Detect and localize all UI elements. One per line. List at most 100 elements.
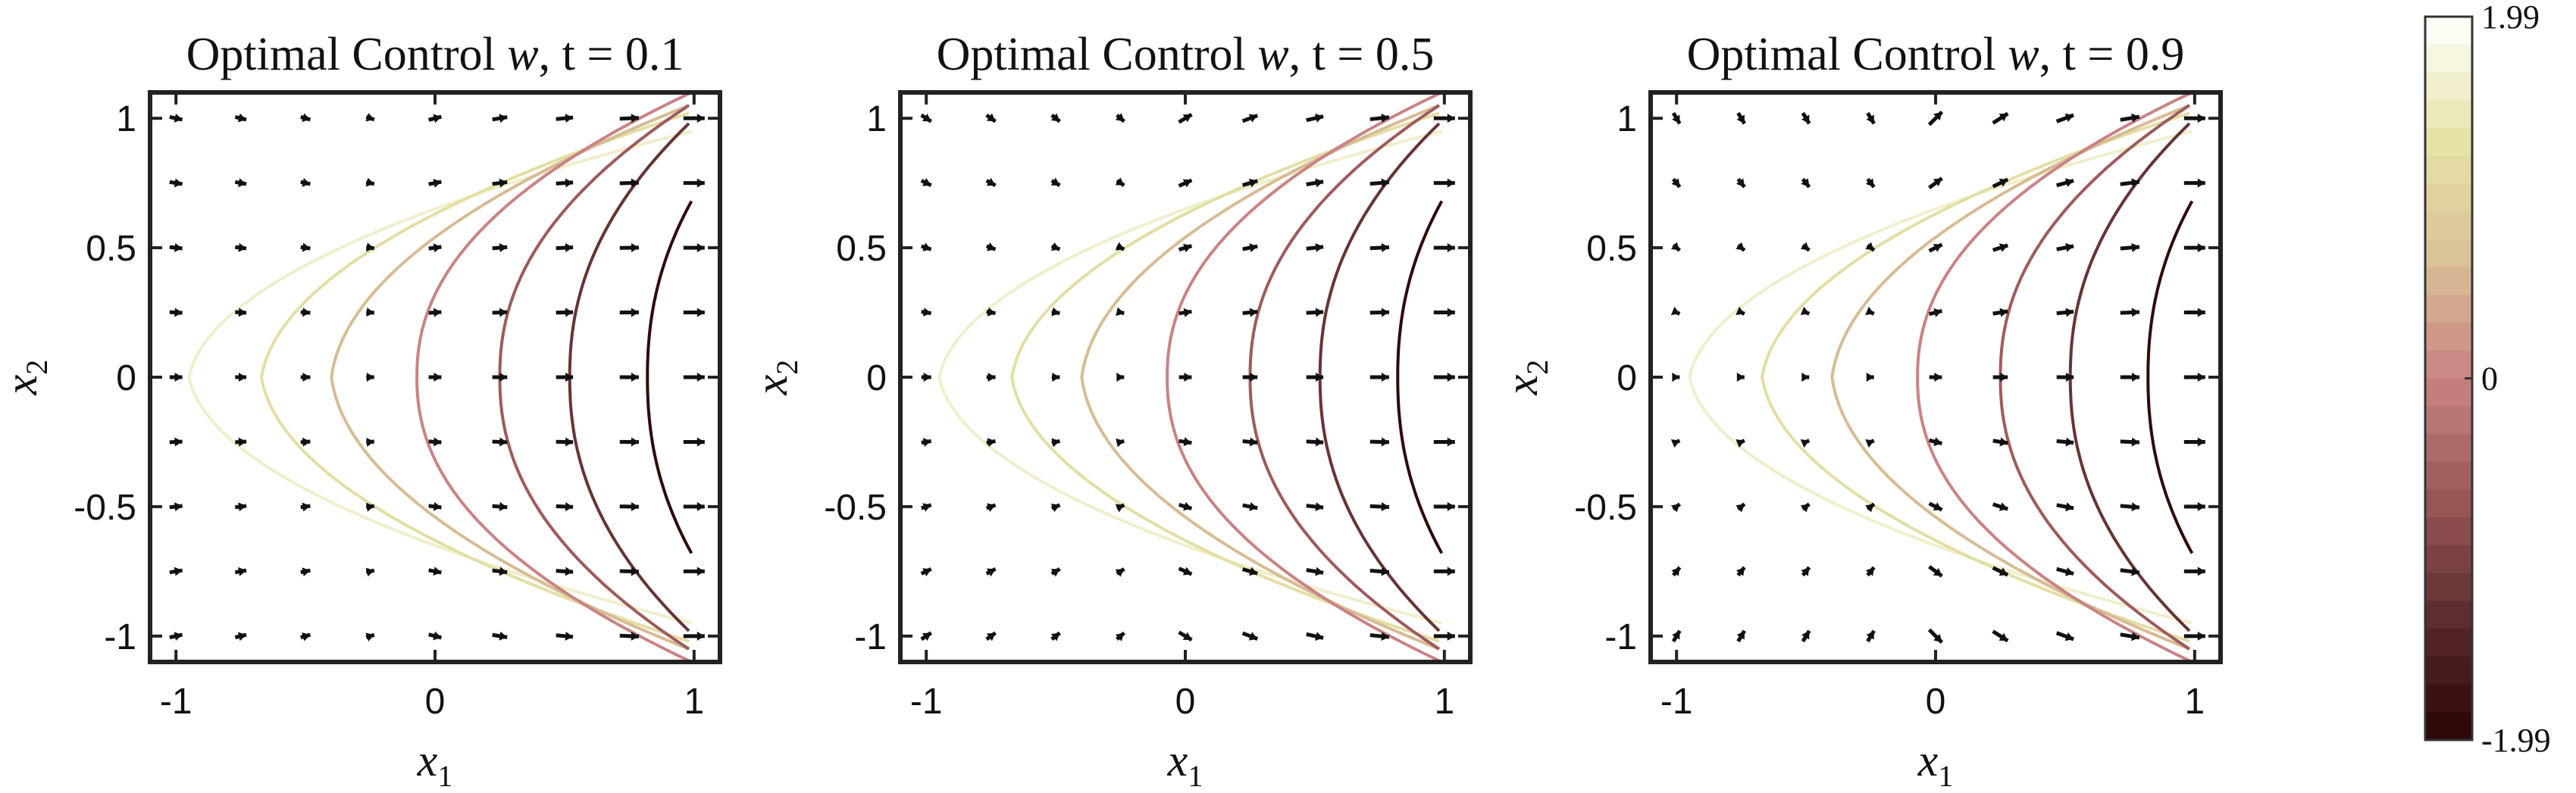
y-axis-label: x2 bbox=[1497, 360, 1554, 396]
quiver-arrowhead bbox=[1736, 242, 1745, 251]
quiver-arrowhead bbox=[1315, 242, 1324, 252]
quiver-arrowhead bbox=[1447, 308, 1455, 317]
quiver-arrowhead bbox=[1248, 567, 1258, 576]
quiver-arrowhead bbox=[1999, 567, 2008, 576]
quiver-arrowhead bbox=[1865, 178, 1874, 187]
quiver-arrowhead bbox=[1736, 114, 1745, 124]
quiver-arrowhead bbox=[631, 437, 639, 447]
colorbar-band bbox=[2425, 44, 2472, 73]
quiver-arrowhead bbox=[1866, 373, 1874, 382]
colorbar-band bbox=[2425, 656, 2472, 685]
quiver-arrowhead bbox=[1999, 308, 2008, 317]
quiver-arrowhead bbox=[1672, 373, 1680, 382]
quiver-arrowhead bbox=[302, 373, 311, 382]
quiver-arrowhead bbox=[1050, 177, 1060, 186]
quiver-arrowhead bbox=[1736, 630, 1745, 640]
quiver-arrowhead bbox=[1865, 567, 1874, 576]
y-tick-label: 1 bbox=[866, 99, 887, 139]
quiver-arrowhead bbox=[499, 501, 508, 511]
quiver-arrowhead bbox=[1315, 308, 1324, 317]
quiver-arrowhead bbox=[1933, 308, 1942, 317]
colorbar-band bbox=[2425, 183, 2472, 213]
colorbar-band bbox=[2425, 323, 2472, 351]
quiver-arrowhead bbox=[986, 177, 996, 186]
contour-line bbox=[415, 92, 693, 662]
quiver-arrowhead bbox=[302, 437, 311, 447]
quiver-arrowhead bbox=[1736, 439, 1745, 448]
quiver-arrowhead bbox=[174, 308, 183, 317]
quiver-arrowhead bbox=[366, 373, 374, 382]
quiver-arrowhead bbox=[2131, 502, 2139, 512]
quiver-arrowhead bbox=[565, 114, 574, 123]
quiver-arrowhead bbox=[696, 114, 705, 123]
quiver-arrowhead bbox=[565, 501, 574, 511]
quiver-arrowhead bbox=[565, 308, 574, 317]
quiver-arrowhead bbox=[302, 178, 311, 187]
quiver-arrowhead bbox=[1381, 632, 1389, 642]
quiver-arrowhead bbox=[1801, 630, 1810, 640]
quiver-arrowhead bbox=[302, 502, 311, 512]
quiver-arrowhead bbox=[433, 179, 442, 188]
x-tick-label: 1 bbox=[684, 682, 704, 722]
quiver-arrowhead bbox=[1866, 630, 1874, 640]
quiver-arrowhead bbox=[1999, 632, 2008, 642]
colorbar-band bbox=[2425, 684, 2472, 713]
colorbar-band bbox=[2425, 17, 2472, 45]
quiver-arrowhead bbox=[696, 437, 705, 447]
quiver-arrowhead bbox=[365, 502, 374, 512]
quiver-arrowhead bbox=[365, 632, 374, 642]
quiver-arrowhead bbox=[499, 308, 508, 317]
quiver-arrowhead bbox=[1315, 632, 1324, 641]
quiver-arrowhead bbox=[1315, 178, 1324, 188]
quiver-arrowhead bbox=[433, 631, 442, 641]
quiver-arrowhead bbox=[1670, 439, 1680, 448]
quiver-arrowhead bbox=[631, 567, 639, 576]
contour-line bbox=[1009, 111, 1440, 643]
quiver-arrowhead bbox=[2066, 373, 2074, 382]
quiver-arrowhead bbox=[1249, 502, 1258, 511]
quiver-arrowhead bbox=[2197, 437, 2205, 447]
quiver-arrowhead bbox=[2065, 437, 2074, 447]
y-tick-label: 0.5 bbox=[836, 229, 887, 269]
quiver-arrowhead bbox=[1316, 373, 1324, 382]
quiver-arrowhead bbox=[1381, 437, 1389, 447]
quiver-arrowhead bbox=[1250, 373, 1258, 382]
quiver-arrowhead bbox=[1315, 437, 1324, 447]
quiver-field bbox=[1670, 111, 2205, 644]
colorbar-band bbox=[2425, 295, 2472, 324]
quiver-arrowhead bbox=[1381, 178, 1389, 188]
x-tick-label: 1 bbox=[2184, 682, 2205, 722]
quiver-arrowhead bbox=[1248, 178, 1258, 188]
quiver-arrowhead bbox=[2064, 178, 2074, 187]
quiver-arrowhead bbox=[1447, 631, 1455, 641]
quiver-arrowhead bbox=[1801, 114, 1810, 124]
y-axis-label: x2 bbox=[747, 360, 804, 396]
quiver-arrowhead bbox=[1115, 242, 1125, 251]
quiver-arrowhead bbox=[174, 632, 183, 641]
quiver-arrowhead bbox=[922, 503, 931, 512]
quiver-arrowhead bbox=[1183, 308, 1192, 317]
contour-line bbox=[187, 130, 692, 625]
quiver-arrowhead bbox=[2197, 114, 2205, 123]
quiver-arrowhead bbox=[2064, 113, 2074, 123]
quiver-arrowhead bbox=[922, 568, 931, 576]
colorbar-tick-label: 0 bbox=[2481, 361, 2498, 398]
quiver-arrowhead bbox=[238, 242, 246, 252]
quiver-arrowhead bbox=[302, 308, 311, 317]
x-tick-label: 0 bbox=[1175, 682, 1196, 722]
quiver-arrowhead bbox=[1866, 114, 1874, 124]
quiver-arrowhead bbox=[1670, 504, 1680, 513]
quiver-arrowhead bbox=[1671, 178, 1680, 187]
quiver-arrowhead bbox=[174, 114, 183, 123]
quiver-arrowhead bbox=[174, 242, 183, 252]
quiver-arrowhead bbox=[631, 243, 639, 253]
quiver-arrowhead bbox=[987, 242, 996, 251]
quiver-arrowhead bbox=[2065, 242, 2074, 252]
quiver-arrowhead bbox=[1934, 373, 1942, 382]
quiver-arrowhead bbox=[2064, 567, 2074, 576]
quiver-field bbox=[169, 113, 705, 642]
contour-line bbox=[1080, 104, 1440, 651]
quiver-arrowhead bbox=[696, 501, 705, 511]
y-tick-label: -0.5 bbox=[74, 488, 136, 528]
quiver-arrowhead bbox=[1670, 306, 1680, 315]
